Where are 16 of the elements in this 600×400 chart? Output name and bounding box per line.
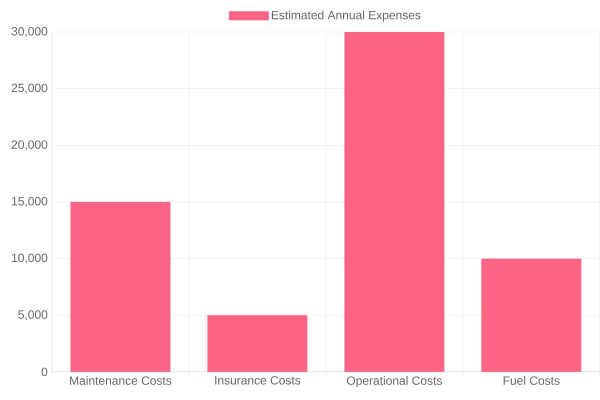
- x-tick-label: Operational Costs: [346, 376, 442, 388]
- y-tick-label: 25,000: [12, 84, 48, 94]
- legend-label: Estimated Annual Expenses: [272, 10, 420, 22]
- y-tick-label: 30,000: [12, 27, 48, 37]
- bar: [207, 315, 308, 372]
- bar: [70, 202, 170, 372]
- y-tick-label: 5,000: [18, 310, 48, 320]
- y-tick-label: 10,000: [12, 254, 48, 264]
- x-tick-label: Fuel Costs: [504, 376, 560, 385]
- x-tick-label: Maintenance Costs: [70, 376, 172, 385]
- x-tick-label: Insurance Costs: [215, 376, 300, 385]
- bar: [481, 258, 582, 372]
- y-tick-label: 20,000: [12, 140, 48, 150]
- y-tick-label: 0: [42, 368, 48, 376]
- bar: [344, 32, 444, 372]
- y-tick-label: 15,000: [12, 197, 48, 207]
